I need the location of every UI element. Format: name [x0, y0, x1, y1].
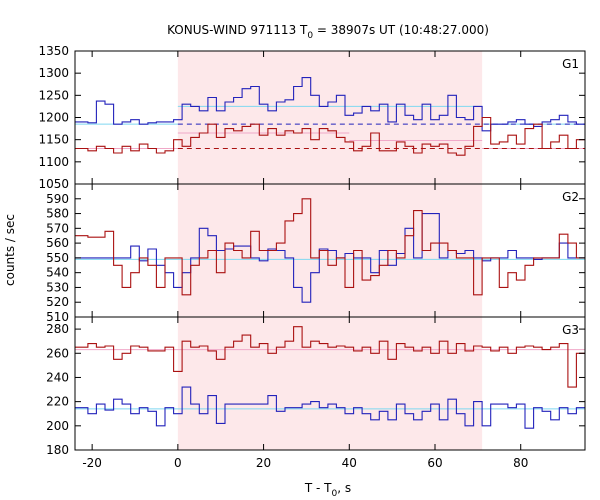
x-tick-label: 40	[342, 456, 357, 470]
g2-y-tick-label: 510	[46, 310, 69, 324]
x-tick-label: 0	[174, 456, 182, 470]
g2-y-tick-label: 570	[46, 221, 69, 235]
g2-series-0	[75, 213, 585, 303]
g1-y-tick-label: 1300	[38, 66, 69, 80]
x-tick-label: 20	[256, 456, 271, 470]
g3-series-0	[75, 326, 585, 388]
g3-y-tick-label: 280	[46, 322, 69, 336]
g3-y-tick-label: 260	[46, 346, 69, 360]
g1-series-1	[75, 116, 585, 156]
x-axis-title-subscript: 0	[332, 489, 338, 499]
g1-series-0	[75, 77, 585, 132]
chart-title-prefix: KONUS-WIND 971113 T	[167, 23, 308, 37]
g1-y-tick-label: 1200	[38, 111, 69, 125]
chart-title: KONUS-WIND 971113 T0 = 38907s UT (10:48:…	[167, 23, 489, 41]
g3-panel-label: G3	[562, 323, 579, 337]
g2-series-1	[75, 198, 585, 296]
g3-y-tick-label: 240	[46, 370, 69, 384]
g2-y-tick-label: 560	[46, 236, 69, 250]
g3-series-1	[75, 386, 585, 429]
g3-y-tick-label: 200	[46, 419, 69, 433]
g1-y-tick-label: 1100	[38, 155, 69, 169]
g2-y-tick-label: 550	[46, 251, 69, 265]
g1-shaded-interval	[177, 51, 483, 184]
chart-title-suffix: = 38907s UT (10:48:27.000)	[313, 23, 489, 37]
chart-title-subscript: 0	[307, 31, 313, 41]
x-tick-label: -20	[82, 456, 102, 470]
g2-y-tick-label: 540	[46, 266, 69, 280]
g3-shaded-interval	[177, 317, 483, 450]
x-axis-title-suffix: , s	[337, 481, 351, 495]
g1-y-tick-label: 1150	[38, 133, 69, 147]
x-tick-label: 80	[513, 456, 528, 470]
g3-y-tick-label: 220	[46, 395, 69, 409]
x-tick-label: 60	[427, 456, 442, 470]
g2-panel-label: G2	[562, 190, 579, 204]
x-axis-title: T - T0, s	[304, 481, 351, 499]
g1-y-tick-label: 1050	[38, 177, 69, 191]
plot-layer: 1050110011501200125013001350G15105205305…	[38, 44, 586, 470]
g2-y-tick-label: 590	[46, 192, 69, 206]
g2-y-tick-label: 530	[46, 280, 69, 294]
g2-y-tick-label: 580	[46, 207, 69, 221]
g3-frame	[74, 316, 586, 451]
g3-y-tick-label: 180	[46, 443, 69, 457]
g1-y-tick-label: 1250	[38, 88, 69, 102]
y-axis-title: counts / sec	[3, 214, 17, 286]
g1-panel-label: G1	[562, 57, 579, 71]
g1-y-tick-label: 1350	[38, 44, 69, 58]
g2-y-tick-label: 520	[46, 295, 69, 309]
x-axis-title-prefix: T - T	[304, 481, 332, 495]
